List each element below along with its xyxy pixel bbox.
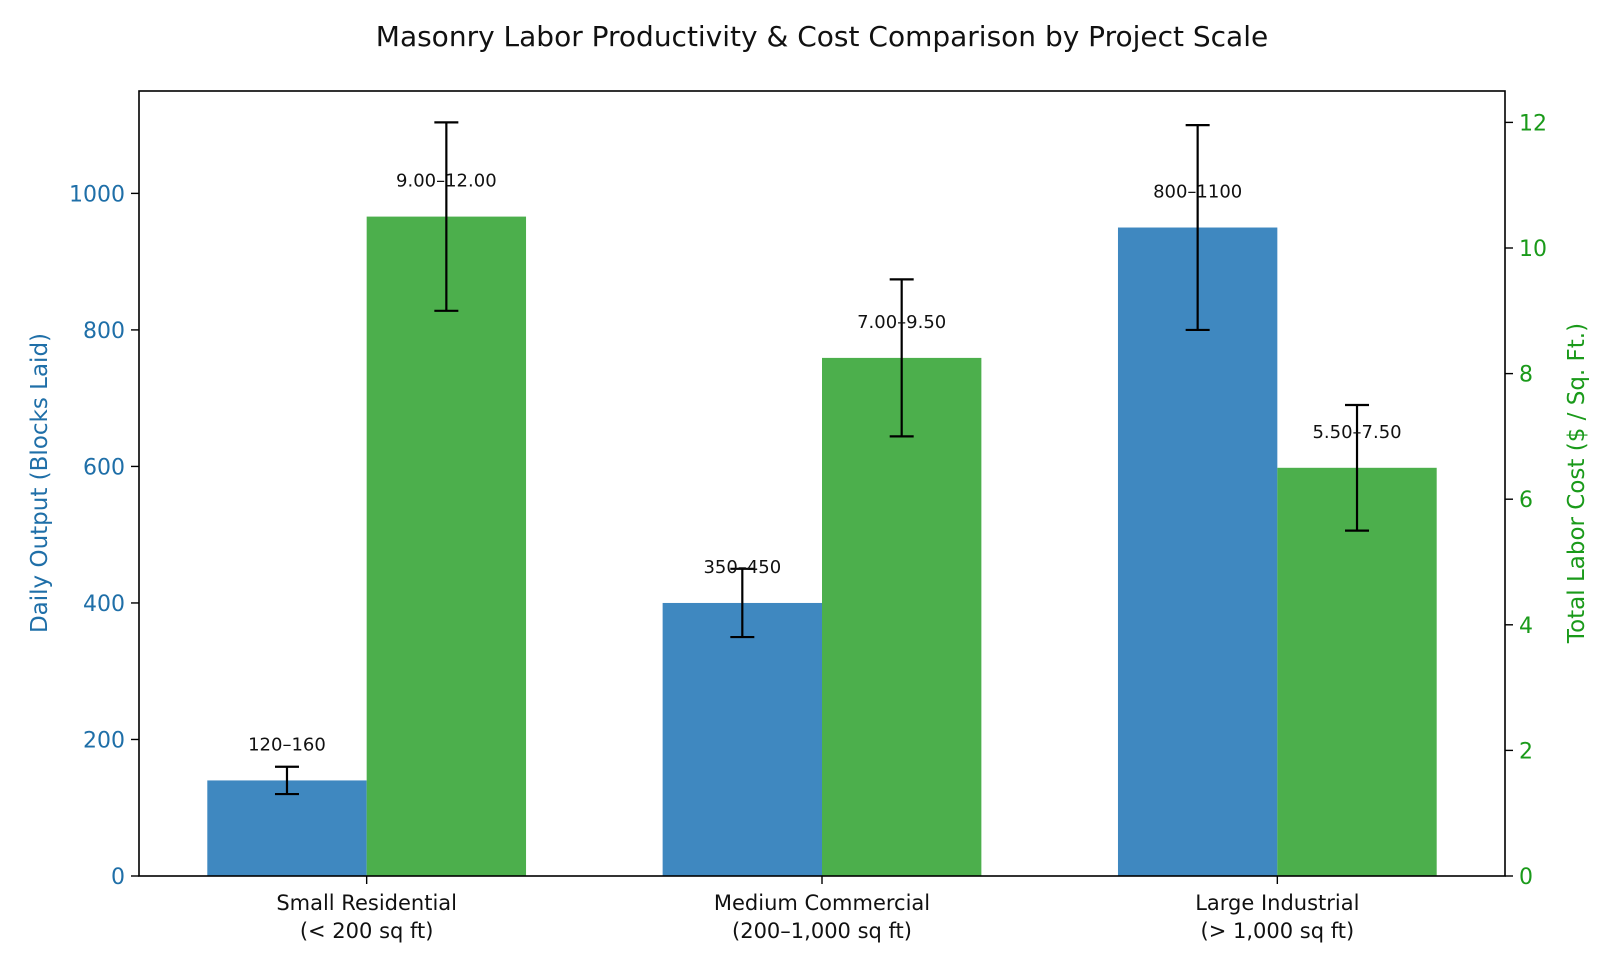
left-tick-label-3: 600 bbox=[83, 455, 125, 480]
error-bar-s0-c0 bbox=[274, 765, 299, 796]
right-tick-label-0: 0 bbox=[1519, 865, 1533, 890]
x-tick-label-0: Small Residential (< 200 sq ft) bbox=[276, 891, 457, 943]
right-axis: 0 2 4 6 8 10 12 bbox=[1505, 111, 1547, 890]
left-tick-label-0: 0 bbox=[111, 865, 125, 890]
right-tick-label-5: 10 bbox=[1519, 237, 1547, 262]
error-bar-s1-c1 bbox=[889, 278, 914, 438]
x-tick-label-line-1-0: Medium Commercial bbox=[714, 891, 930, 915]
bar-s1-c0 bbox=[366, 216, 527, 877]
bars-layer bbox=[207, 216, 1437, 877]
left-axis-label: Daily Output (Blocks Laid) bbox=[27, 333, 53, 633]
data-label-s1-c0: 9.00–12.00 bbox=[396, 171, 497, 192]
error-bar-s1-c2 bbox=[1345, 403, 1370, 532]
left-axis: 0 200 400 600 800 1000 bbox=[69, 182, 139, 890]
x-axis: Small Residential (< 200 sq ft) Medium Com… bbox=[276, 876, 1359, 943]
data-label-s1-c2: 5.50–7.50 bbox=[1312, 422, 1401, 443]
x-tick-label-line-0-0: Small Residential bbox=[276, 891, 457, 915]
data-label-s1-c1: 7.00–9.50 bbox=[857, 312, 946, 333]
x-tick-label-line-2-0: Large Industrial bbox=[1195, 891, 1359, 915]
error-bar-s0-c1 bbox=[730, 567, 755, 639]
right-tick-label-3: 6 bbox=[1519, 488, 1533, 513]
left-tick-label-1: 200 bbox=[83, 728, 125, 753]
data-label-s0-c2: 800–1100 bbox=[1153, 182, 1242, 203]
data-labels-layer: 120–160 350–450 800–1100 9.00–12.00 7.00–9.5… bbox=[248, 171, 1401, 756]
data-label-s0-c0: 120–160 bbox=[248, 734, 326, 755]
x-tick-label-line-1-1: (200–1,000 sq ft) bbox=[732, 919, 912, 943]
bar-s0-c1 bbox=[662, 602, 822, 876]
chart-title: Masonry Labor Productivity & Cost Compar… bbox=[376, 20, 1268, 53]
right-axis-label: Total Labor Cost ($ / Sq. Ft.) bbox=[1564, 323, 1590, 644]
right-tick-label-1: 2 bbox=[1519, 739, 1533, 764]
right-tick-label-4: 8 bbox=[1519, 363, 1533, 388]
bar-s0-c2 bbox=[1117, 227, 1278, 876]
left-tick-label-2: 400 bbox=[83, 592, 125, 617]
bar-s1-c2 bbox=[1277, 467, 1437, 876]
x-tick-label-2: Large Industrial (> 1,000 sq ft) bbox=[1195, 891, 1359, 943]
x-tick-label-line-2-1: (> 1,000 sq ft) bbox=[1201, 919, 1355, 943]
left-tick-label-4: 800 bbox=[83, 319, 125, 344]
bar-s0-c0 bbox=[207, 780, 367, 876]
x-tick-label-line-0-1: (< 200 sq ft) bbox=[300, 919, 434, 943]
right-tick-label-6: 12 bbox=[1519, 111, 1547, 136]
error-bar-s1-c0 bbox=[434, 121, 459, 312]
bar-s1-c1 bbox=[822, 357, 982, 876]
right-tick-label-2: 4 bbox=[1519, 614, 1533, 639]
data-label-s0-c1: 350–450 bbox=[703, 557, 781, 578]
error-bars-layer bbox=[274, 121, 1370, 796]
error-bar-s0-c2 bbox=[1185, 124, 1210, 332]
x-tick-label-1: Medium Commercial (200–1,000 sq ft) bbox=[714, 891, 930, 943]
left-tick-label-5: 1000 bbox=[69, 182, 125, 207]
